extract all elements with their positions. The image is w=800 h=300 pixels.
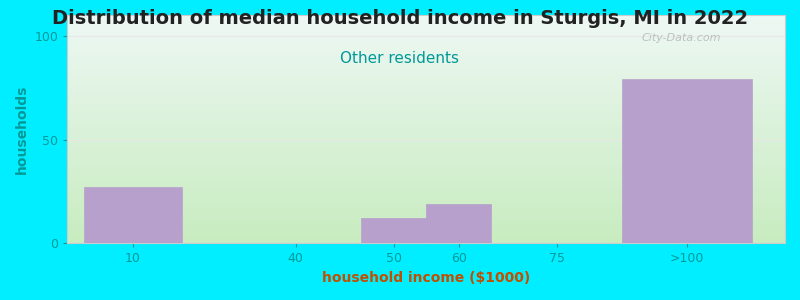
- Y-axis label: households: households: [15, 85, 29, 174]
- Bar: [84, 188, 182, 243]
- X-axis label: household income ($1000): household income ($1000): [322, 271, 530, 285]
- Bar: [361, 218, 426, 243]
- Text: City-Data.com: City-Data.com: [642, 33, 721, 43]
- Text: Distribution of median household income in Sturgis, MI in 2022: Distribution of median household income …: [52, 9, 748, 28]
- Text: Other residents: Other residents: [341, 51, 459, 66]
- Bar: [622, 80, 752, 243]
- Bar: [426, 204, 491, 243]
